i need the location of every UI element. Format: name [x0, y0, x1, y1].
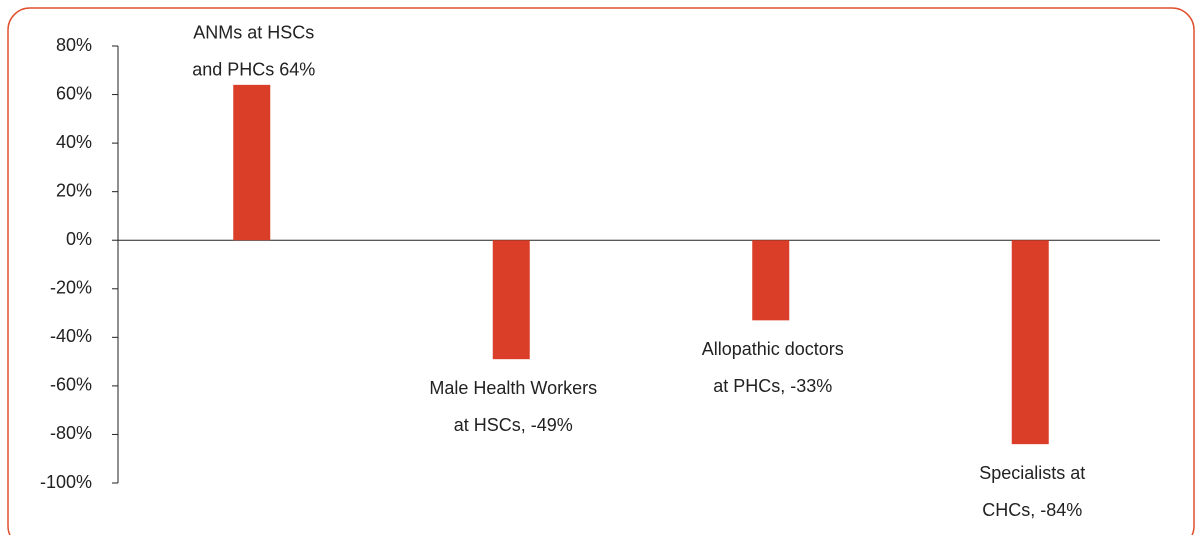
data-label: at HSCs, -49% [454, 415, 573, 435]
data-label: Allopathic doctors [702, 339, 844, 359]
y-tick-label: -60% [50, 375, 92, 395]
y-tick-label: -100% [40, 472, 92, 492]
y-tick-label: 0% [66, 229, 92, 249]
data-label: ANMs at HSCs [193, 23, 314, 43]
data-label: at PHCs, -33% [713, 376, 832, 396]
frame [7, 7, 1195, 540]
y-tick-label: 80% [56, 35, 92, 55]
y-tick-label: -20% [50, 278, 92, 298]
y-tick-label: 60% [56, 83, 92, 103]
bar [1011, 240, 1049, 445]
y-tick-label: 40% [56, 132, 92, 152]
bar [752, 240, 790, 321]
y-tick-label: -80% [50, 423, 92, 443]
y-tick-label: -40% [50, 326, 92, 346]
data-label: and PHCs 64% [192, 60, 315, 80]
data-label: CHCs, -84% [982, 500, 1082, 520]
y-tick-label: 20% [56, 180, 92, 200]
bar [233, 84, 271, 241]
bar [492, 240, 530, 360]
data-label: Male Health Workers [429, 378, 597, 398]
data-label: Specialists at [979, 463, 1085, 483]
